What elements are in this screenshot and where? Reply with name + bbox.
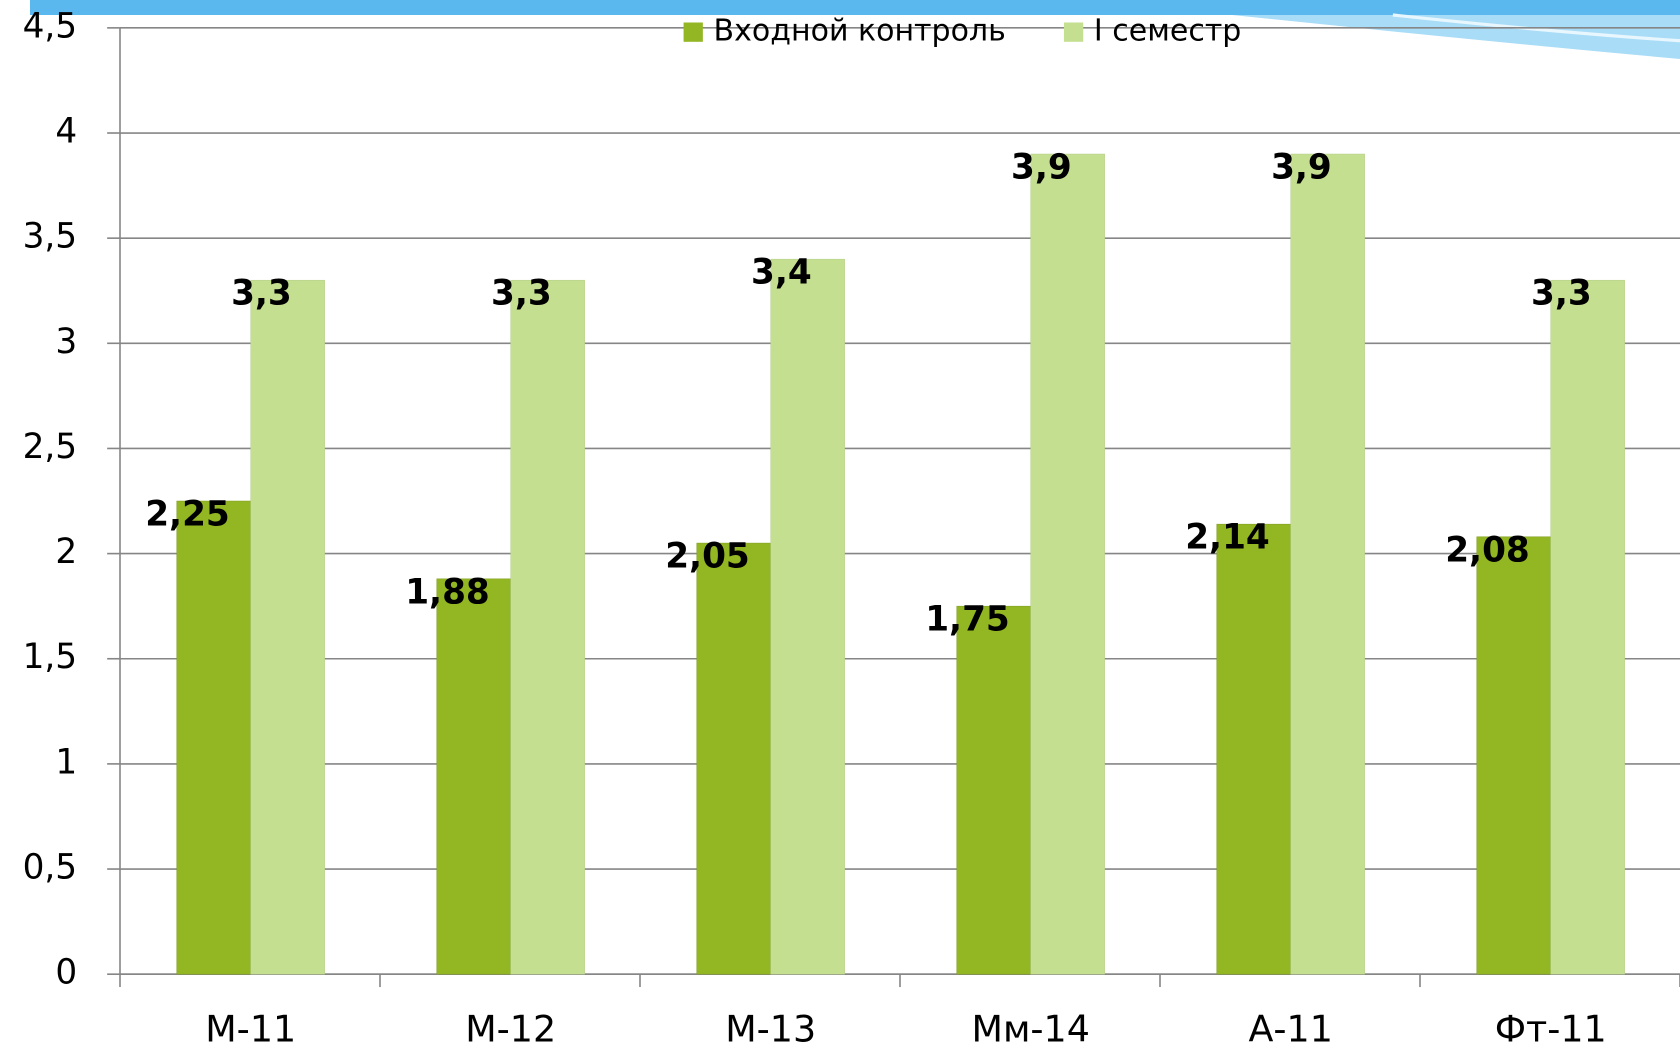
bar bbox=[1476, 536, 1551, 975]
data-label: 3,9 bbox=[1271, 148, 1332, 188]
bar bbox=[250, 279, 325, 975]
bar bbox=[1550, 279, 1625, 975]
data-label: 3,9 bbox=[1011, 148, 1072, 188]
x-tick-label: М-13 bbox=[725, 1007, 816, 1050]
bar bbox=[436, 578, 511, 975]
header-decoration bbox=[30, 0, 1680, 59]
y-tick-label: 3 bbox=[55, 322, 77, 362]
x-tick-label: Фт-11 bbox=[1495, 1007, 1607, 1050]
legend-swatch bbox=[1063, 22, 1084, 42]
legend-label: I семестр bbox=[1094, 14, 1241, 49]
y-tick-label: 4 bbox=[55, 112, 77, 152]
bar bbox=[1030, 153, 1105, 975]
x-tick-label: Мм-14 bbox=[972, 1007, 1090, 1050]
x-tick-label: М-11 bbox=[205, 1007, 296, 1050]
bar bbox=[176, 500, 251, 975]
y-tick-label: 2,5 bbox=[23, 427, 78, 467]
x-tick-label: М-12 bbox=[465, 1007, 556, 1050]
bar bbox=[696, 542, 771, 975]
data-label: 3,4 bbox=[751, 253, 812, 293]
legend-label: Входной контроль bbox=[714, 14, 1006, 49]
bar bbox=[956, 605, 1031, 975]
data-label: 1,75 bbox=[925, 600, 1010, 640]
bar bbox=[1290, 153, 1365, 975]
x-tick-label: А-11 bbox=[1249, 1007, 1333, 1050]
data-label: 2,25 bbox=[145, 495, 230, 535]
legend-swatch bbox=[683, 22, 703, 42]
data-label: 3,3 bbox=[1531, 274, 1592, 314]
y-tick-label: 1,5 bbox=[23, 637, 78, 677]
data-label: 2,08 bbox=[1445, 530, 1530, 570]
bar bbox=[510, 279, 585, 975]
data-label: 1,88 bbox=[405, 572, 490, 612]
data-label: 3,3 bbox=[231, 274, 292, 314]
y-tick-label: 3,5 bbox=[23, 217, 78, 257]
data-label: 2,14 bbox=[1185, 518, 1270, 558]
bar bbox=[770, 258, 845, 975]
y-tick-label: 4,5 bbox=[23, 6, 78, 46]
data-label: 2,05 bbox=[665, 537, 750, 577]
data-label: 3,3 bbox=[491, 274, 552, 314]
y-tick-label: 1 bbox=[55, 742, 77, 782]
bar bbox=[1216, 523, 1291, 975]
y-tick-label: 0,5 bbox=[23, 848, 78, 888]
y-tick-label: 2 bbox=[55, 532, 77, 572]
y-tick-label: 0 bbox=[55, 953, 77, 993]
